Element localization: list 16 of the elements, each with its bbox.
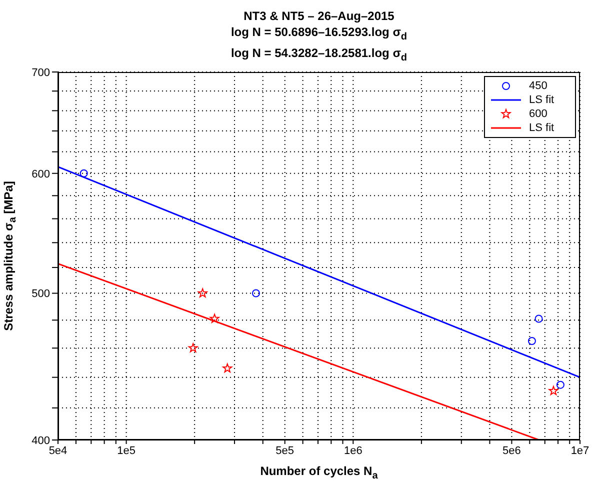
- x-tick-label: 5e4: [48, 444, 68, 457]
- y-tick-label: 500: [32, 288, 50, 300]
- legend-label: LS fit: [529, 122, 556, 134]
- x-tick-label: 1e6: [344, 444, 362, 457]
- legend-label: 600: [529, 108, 548, 120]
- y-tick-label: 700: [32, 66, 50, 79]
- y-tick-label: 600: [32, 168, 50, 180]
- chart-title: NT3 & NT5 – 26–Aug–2015 log N = 50.6896–16.5293.log σ$_{d}$ log N = 54.3282–18.2581.log σ$_{d}$: [230, 8, 408, 66]
- x-axis-title: Number of cycles N$_{a}$: [259, 464, 379, 482]
- legend-label: 450: [529, 80, 548, 92]
- x-tick-label: 1e7: [570, 444, 590, 457]
- x-tick-label: 5e6: [502, 444, 521, 457]
- x-tick-label: 5e5: [276, 444, 294, 457]
- y-tick-label: 400: [32, 434, 50, 447]
- legend-label: LS fit: [529, 94, 556, 106]
- x-tick-label: 1e5: [117, 444, 136, 457]
